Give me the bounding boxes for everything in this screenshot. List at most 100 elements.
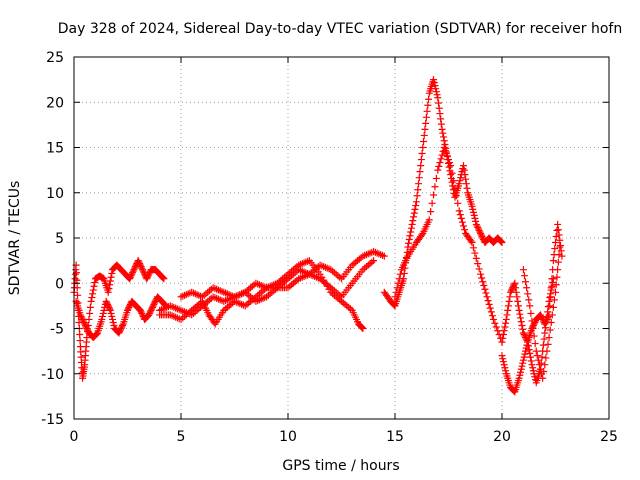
data-point [470, 211, 478, 219]
data-point [537, 312, 545, 320]
data-point [544, 303, 552, 311]
data-point [524, 290, 532, 298]
data-point [76, 331, 84, 339]
data-point [479, 234, 487, 242]
data-point [77, 312, 85, 320]
data-point [529, 325, 537, 332]
data-point [437, 155, 445, 163]
data-point [413, 192, 421, 200]
data-point [477, 231, 485, 239]
data-point [126, 273, 134, 281]
data-point [105, 303, 113, 311]
data-point [501, 323, 509, 331]
data-point [124, 306, 131, 314]
data-point [79, 317, 87, 325]
data-point [462, 175, 470, 183]
data-point [391, 293, 399, 301]
data-point [148, 305, 156, 313]
data-point [514, 302, 522, 310]
data-point [494, 327, 502, 335]
series-track-e [177, 257, 378, 301]
data-point [551, 245, 559, 253]
data-point [143, 275, 151, 283]
data-point [430, 191, 438, 199]
data-point [512, 284, 520, 292]
data-point [89, 290, 97, 298]
data-point [521, 350, 529, 358]
data-point [147, 306, 155, 314]
data-point [414, 186, 422, 194]
data-point [463, 184, 471, 192]
data-point [138, 264, 146, 272]
y-axis-label: SDTVAR / TECUs [7, 181, 23, 296]
data-point [108, 312, 116, 320]
data-point [417, 162, 425, 170]
x-tick-label: 15 [386, 429, 404, 445]
data-point [106, 306, 114, 314]
data-point [88, 294, 96, 302]
data-point [549, 275, 557, 283]
data-point [503, 311, 511, 319]
data-point [498, 352, 506, 360]
data-point [454, 199, 462, 207]
data-point [530, 332, 538, 340]
data-point [546, 326, 554, 334]
data-point [498, 239, 506, 247]
data-point [545, 334, 553, 342]
data-point [419, 144, 427, 151]
data-point [461, 171, 469, 179]
data-point [126, 302, 134, 310]
data-point [102, 297, 110, 305]
data-point [517, 368, 525, 376]
data-point [516, 310, 524, 318]
data-point [517, 365, 525, 373]
data-point [83, 334, 91, 342]
data-point [393, 284, 401, 292]
data-point [512, 288, 520, 296]
data-point [106, 281, 114, 289]
data-point [517, 318, 525, 326]
data-point [139, 267, 147, 275]
data-point [108, 269, 116, 277]
data-point [557, 247, 565, 255]
data-point [498, 338, 506, 346]
data-point [151, 299, 159, 307]
data-point [137, 308, 145, 316]
data-point [425, 95, 433, 103]
data-point [455, 207, 463, 215]
data-point [437, 120, 445, 128]
data-point [447, 171, 455, 179]
data-point [519, 325, 527, 333]
data-point [531, 340, 539, 348]
data-point [515, 374, 523, 382]
data-point [418, 150, 426, 158]
series-track-b [72, 293, 170, 342]
series-track-g [391, 144, 506, 346]
x-tick-label: 25 [600, 429, 618, 445]
data-point [138, 266, 146, 274]
data-point [81, 320, 89, 328]
data-point [518, 362, 526, 370]
data-point [456, 177, 464, 185]
data-point [537, 311, 545, 319]
y-tick-label: 5 [55, 231, 64, 247]
data-point [459, 165, 467, 173]
data-point [427, 208, 435, 216]
data-point [430, 79, 438, 87]
data-point [136, 260, 144, 268]
x-tick-label: 0 [70, 429, 79, 445]
data-point [514, 297, 522, 305]
y-tick-label: 20 [46, 95, 64, 111]
data-point [502, 315, 510, 323]
data-point [511, 279, 519, 287]
data-point [440, 144, 448, 151]
data-point [76, 311, 84, 319]
data-point [468, 239, 476, 247]
data-point [478, 274, 486, 282]
data-point [507, 287, 515, 295]
data-point [126, 275, 134, 283]
data-point [461, 226, 469, 234]
data-point [527, 309, 535, 317]
x-tick-labels: 0 5 10 15 20 25 [70, 429, 618, 445]
